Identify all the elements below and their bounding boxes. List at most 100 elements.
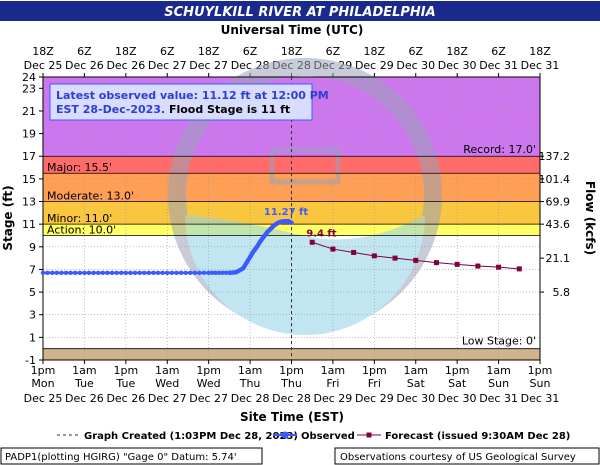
top-tick-date: Dec 30 (438, 59, 477, 72)
left-tick-label: 17 (22, 150, 36, 163)
bottom-tick-time: 1pm (279, 364, 304, 377)
category-label-record: Record: 17.0' (463, 143, 536, 156)
left-tick-label: 7 (29, 263, 36, 276)
observed-point (169, 270, 175, 276)
observed-point (77, 270, 83, 276)
observed-point (165, 270, 170, 276)
category-label-low: Low Stage: 0' (462, 335, 536, 348)
left-tick-label: -1 (25, 354, 36, 367)
category-label-action: Action: 10.0' (47, 223, 116, 236)
forecast-point (433, 260, 439, 266)
bottom-tick-time: 1pm (113, 364, 138, 377)
bottom-tick-date: Dec 27 (148, 392, 187, 405)
observed-point (105, 270, 110, 276)
footer-right-text: Observations courtesy of US Geological S… (340, 452, 576, 463)
observed-point (146, 270, 152, 276)
observed-point (109, 270, 115, 276)
right-y-ticks: 5.8 21.1 43.6 69.9 101.4 137.2 (539, 150, 571, 299)
observed-point (45, 270, 50, 276)
legend-created-label: Graph Created (1:03PM Dec 28, 2023) (84, 431, 298, 442)
top-tick-date: Dec 27 (189, 59, 228, 72)
observed-point (178, 270, 184, 276)
observed-point (137, 270, 142, 276)
observed-point (206, 270, 211, 276)
bottom-tick-day: Mon (31, 377, 54, 390)
bottom-tick-time: 1am (321, 364, 345, 377)
left-tick-label: 3 (29, 309, 36, 322)
forecast-point (475, 263, 481, 269)
observed-point (63, 270, 69, 276)
observed-point (54, 270, 60, 276)
observed-point (188, 270, 193, 276)
top-tick-time: 6Z (243, 45, 258, 58)
bottom-tick-day: Fri (326, 377, 339, 390)
forecast-point (371, 253, 377, 259)
observed-point (209, 270, 215, 276)
info-box-line2-flood: Flood Stage is 11 ft (165, 103, 290, 116)
flood-category-labels: Record: 17.0' Major: 15.5' Moderate: 13.0'… (47, 143, 536, 347)
observed-point (50, 270, 55, 276)
top-tick-time: 18Z (198, 45, 220, 58)
legend-forecast-label: Forecast (issued 9:30AM Dec 28) (385, 431, 570, 442)
bottom-tick-day: Wed (155, 377, 179, 390)
observed-point (216, 270, 222, 276)
bottom-tick-time: 1am (155, 364, 179, 377)
observed-point (86, 270, 92, 276)
observed-point (160, 270, 165, 276)
left-tick-label: 13 (22, 196, 36, 209)
observed-point (68, 270, 73, 276)
observed-point (201, 270, 207, 276)
observed-point (40, 270, 46, 276)
forecast-point (413, 257, 419, 263)
observed-point (91, 270, 96, 276)
bottom-tick-time: 1pm (362, 364, 387, 377)
observed-point (183, 270, 188, 276)
bottom-tick-date: Dec 29 (314, 392, 353, 405)
info-box-line2: EST 28-Dec-2023. Flood Stage is 11 ft (56, 103, 290, 116)
left-tick-label: 19 (22, 128, 36, 141)
top-tick-date: Dec 25 (24, 59, 63, 72)
bottom-tick-date: Dec 31 (521, 392, 560, 405)
observed-point (73, 270, 78, 276)
right-tick-label: 43.6 (546, 218, 571, 231)
bottom-tick-day: Thu (280, 377, 302, 390)
forecast-start-label: 9.4 ft (306, 228, 337, 239)
top-tick-date: Dec 31 (479, 59, 518, 72)
observed-point (128, 270, 133, 276)
bottom-tick-day: Tue (74, 377, 94, 390)
observed-point (119, 270, 124, 276)
bottom-tick-date: Dec 26 (65, 392, 104, 405)
legend-observed-marker (281, 431, 289, 439)
bottom-tick-day: Tue (115, 377, 135, 390)
bottom-tick-time: 1am (238, 364, 262, 377)
category-label-major: Major: 15.5' (47, 161, 112, 174)
observed-point (132, 270, 138, 276)
observed-point (220, 270, 225, 276)
left-tick-label: 21 (22, 105, 36, 118)
observed-point (174, 270, 179, 276)
top-tick-date: Dec 26 (65, 59, 104, 72)
right-tick-label: 69.9 (546, 196, 571, 209)
left-tick-label: 24 (22, 71, 36, 84)
left-tick-label: 9 (29, 241, 36, 254)
bottom-tick-day: Fri (368, 377, 381, 390)
bottom-tick-time: 1am (486, 364, 510, 377)
info-box-line2-date: EST 28-Dec-2023. (56, 103, 165, 116)
observed-series (40, 218, 294, 276)
footer-left-text: PADP1(plotting HGIRG) "Gage 0" Datum: 5.… (5, 452, 237, 463)
observed-point (123, 270, 129, 276)
observed-point (142, 270, 147, 276)
observed-point (192, 270, 198, 276)
bottom-tick-date: Dec 26 (106, 392, 145, 405)
bottom-tick-time: 1pm (528, 364, 553, 377)
top-tick-time: 6Z (160, 45, 175, 58)
legend: Graph Created (1:03PM Dec 28, 2023) Obse… (57, 431, 570, 442)
top-tick-time: 18Z (364, 45, 386, 58)
right-tick-label: 137.2 (539, 150, 571, 163)
top-tick-time: 6Z (326, 45, 341, 58)
bottom-tick-date: Dec 31 (479, 392, 518, 405)
bottom-tick-time: 1pm (31, 364, 56, 377)
